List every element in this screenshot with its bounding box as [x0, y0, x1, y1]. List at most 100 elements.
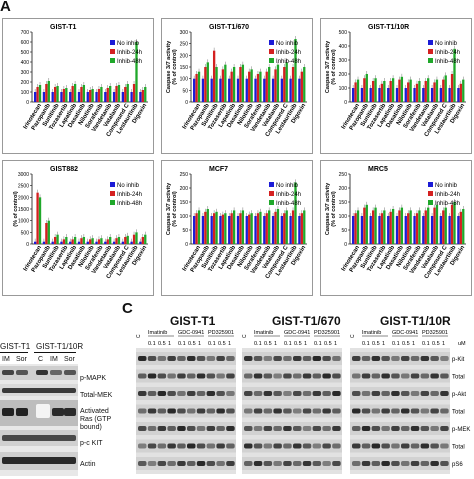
blot-band — [293, 461, 302, 466]
bar — [427, 78, 430, 102]
y-tick-label: 50 — [182, 88, 188, 94]
blot-band — [138, 426, 147, 431]
bar — [195, 74, 198, 102]
blot-strip — [350, 404, 450, 418]
blot-band — [371, 373, 381, 379]
bar — [224, 64, 227, 102]
blot-band — [263, 408, 273, 414]
y-tick-label: 100 — [180, 214, 189, 220]
drug-label: GDC-0941 — [178, 330, 204, 336]
blot-band — [167, 408, 176, 414]
blot-band — [244, 461, 253, 466]
blot-band — [177, 373, 186, 379]
bar — [210, 78, 213, 102]
bar — [236, 78, 240, 102]
bar — [289, 78, 292, 102]
bar — [457, 216, 460, 244]
blot-band — [391, 443, 400, 449]
bar — [371, 81, 375, 102]
bar — [294, 182, 297, 244]
chart-mcf7: MCF7 Caspase 3/7 activity (% of control) 0 5… — [161, 160, 313, 296]
bar — [462, 209, 465, 244]
legend-swatch — [428, 58, 433, 63]
y-tick-label: 100 — [339, 86, 348, 92]
blot-band — [371, 356, 381, 361]
blot-band — [167, 443, 176, 449]
bar — [444, 207, 447, 244]
bar — [82, 85, 86, 102]
bar — [453, 202, 456, 244]
bar — [204, 211, 207, 244]
bar — [280, 216, 284, 244]
blot-band — [253, 356, 263, 361]
bar — [34, 92, 37, 102]
bar — [407, 82, 410, 102]
bar — [73, 84, 77, 102]
bar — [404, 216, 407, 244]
bar — [248, 71, 251, 102]
blot-left-lane-label: C — [38, 356, 44, 363]
blot-band — [440, 443, 449, 449]
legend-swatch — [428, 40, 433, 45]
bar — [106, 239, 109, 244]
blot-left-row-label: Activated Ras (GTP bound) — [80, 408, 111, 431]
bar — [356, 79, 360, 102]
blot-band — [253, 426, 263, 431]
bar — [424, 210, 427, 244]
bar — [130, 241, 133, 244]
unit-label: uM — [458, 341, 466, 347]
bar — [435, 79, 439, 102]
blot-band — [312, 461, 322, 466]
bar — [132, 84, 136, 102]
bar — [354, 213, 357, 244]
bar — [371, 210, 375, 244]
bar — [80, 238, 83, 244]
blot-band — [293, 426, 302, 431]
blot-band — [253, 391, 263, 396]
chart-title: MRC5 — [368, 166, 388, 173]
blot-left-image — [0, 364, 78, 476]
blot-band — [332, 391, 341, 396]
blot-band — [420, 391, 430, 396]
bar — [409, 79, 412, 102]
blot-strip — [242, 369, 342, 383]
bar — [422, 216, 425, 244]
bar — [45, 223, 48, 244]
blot-band — [206, 356, 216, 361]
y-tick-label: 2000 — [18, 195, 29, 201]
blot-band — [147, 443, 157, 449]
bar — [86, 92, 89, 102]
lane-control-label: C — [242, 334, 248, 338]
blot-band — [293, 443, 302, 449]
blot-band — [391, 356, 400, 361]
bar — [291, 67, 295, 102]
concentration-label: 0.5 — [432, 341, 440, 347]
blot-band — [381, 391, 390, 396]
blot-band — [177, 391, 186, 396]
y-tick-label: 400 — [21, 60, 30, 66]
bar — [144, 234, 147, 244]
bar — [210, 216, 213, 244]
bar — [459, 83, 462, 102]
blot-band — [196, 426, 206, 431]
bar — [457, 88, 460, 102]
bar — [415, 213, 419, 244]
blot-band — [273, 426, 282, 431]
blot-band — [187, 426, 196, 431]
legend-label: Inhib-48h — [117, 59, 142, 65]
blot-band — [371, 426, 381, 431]
blot-band — [312, 443, 322, 449]
blot-band — [253, 461, 263, 466]
legend-swatch — [269, 58, 274, 63]
y-axis-label: (% of control) — [172, 191, 178, 227]
blot-strip — [350, 422, 450, 435]
bar — [271, 78, 275, 102]
blot-left-group-line — [34, 352, 76, 353]
bar — [424, 81, 427, 102]
bar — [106, 88, 109, 102]
blot-band — [420, 443, 430, 449]
legend-swatch — [428, 182, 433, 187]
bar — [141, 90, 144, 102]
bar — [221, 69, 225, 102]
blot-band — [226, 373, 235, 379]
